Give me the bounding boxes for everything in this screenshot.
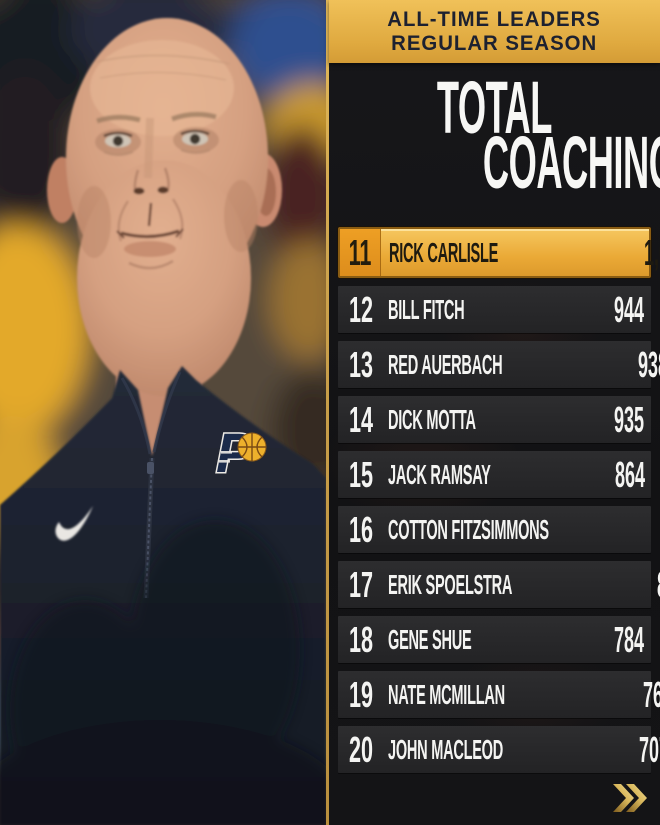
coach-name: RICK CARLISLE <box>389 236 499 268</box>
coach-name: BILL FITCH <box>388 293 465 325</box>
left-eyebrow <box>96 114 141 124</box>
portrait-photo: P <box>0 0 326 825</box>
wins-value: 1,000 <box>643 231 660 273</box>
wins-value: 864 <box>615 453 646 495</box>
wins-value: 807 <box>657 564 660 606</box>
rank-cell: 16 <box>348 508 374 550</box>
pacers-logo: P <box>215 420 267 486</box>
rank-cell: 18 <box>348 618 374 660</box>
rank-cell: 13 <box>348 343 374 385</box>
nike-swoosh-icon <box>55 506 93 541</box>
coach-name: JOHN MACLEOD <box>388 733 503 765</box>
banner: ALL-TIME LEADERS REGULAR SEASON <box>329 0 660 63</box>
table-row-rank-18: 18 GENE SHUE 784 <box>338 616 651 663</box>
table-row-rank-19: 19 NATE MCMILLAN 760 <box>338 671 660 718</box>
table-row-rank-16: 16 COTTON FITZSIMMONS 832 <box>338 506 651 553</box>
wins-value: 707 <box>639 728 660 770</box>
mouth <box>120 229 180 239</box>
gold-divider <box>326 0 329 825</box>
rank-cell: 19 <box>348 673 374 715</box>
nostril <box>157 186 169 194</box>
rank-cell: 11 <box>340 229 381 276</box>
rank-cell: 17 <box>348 563 374 605</box>
coach-name: DICK MOTTA <box>388 403 476 435</box>
coach-name: JACK RAMSAY <box>388 458 491 490</box>
wins-value: 944 <box>613 288 644 330</box>
leaderboard-rows: 11 RICK CARLISLE 1,000 12 BILL FITCH 944… <box>338 227 660 773</box>
rank-cell: 14 <box>348 398 374 440</box>
right-eyebrow <box>171 111 217 122</box>
table-row-rank-20: 20 JOHN MACLEOD 707 <box>338 726 660 773</box>
banner-line-1: ALL-TIME LEADERS <box>387 7 602 31</box>
zipper-pull <box>147 462 154 474</box>
coach-name: NATE MCMILLAN <box>388 678 505 710</box>
wins-value: 784 <box>613 618 644 660</box>
rank-cell: 20 <box>348 728 374 770</box>
table-row-rank-12: 12 BILL FITCH 944 <box>338 286 651 333</box>
wins-value: 760 <box>642 673 660 715</box>
leaderboard-panel: ALL-TIME LEADERS REGULAR SEASON TOTAL CO… <box>329 0 660 825</box>
coach-name: COTTON FITZSIMMONS <box>388 513 549 545</box>
table-row-rank-13: 13 RED AUERBACH 938 <box>338 341 660 388</box>
banner-line-2: REGULAR SEASON <box>391 31 598 55</box>
page-title: TOTAL COACHING WINS <box>329 66 660 204</box>
title-line-2: COACHING WINS <box>482 121 660 204</box>
rank-cell: 15 <box>348 453 374 495</box>
coach-name: ERIK SPOELSTRA <box>388 568 513 600</box>
table-row-rank-17: 17 ERIK SPOELSTRA 807 <box>338 561 660 608</box>
face <box>47 18 282 460</box>
coach-name: GENE SHUE <box>388 623 472 655</box>
nostril <box>133 187 145 195</box>
jacket: P <box>0 366 326 825</box>
wins-value: 935 <box>613 398 644 440</box>
table-row-rank-11: 11 RICK CARLISLE 1,000 <box>338 227 660 278</box>
rank-cell: 12 <box>348 288 374 330</box>
title-line-1: TOTAL <box>436 66 553 149</box>
next-page-chevrons-icon[interactable] <box>611 783 647 813</box>
wins-value: 938 <box>638 343 660 385</box>
table-row-rank-15: 15 JACK RAMSAY 864 <box>338 451 651 498</box>
coach-name: RED AUERBACH <box>388 348 503 380</box>
table-row-rank-14: 14 DICK MOTTA 935 <box>338 396 651 443</box>
